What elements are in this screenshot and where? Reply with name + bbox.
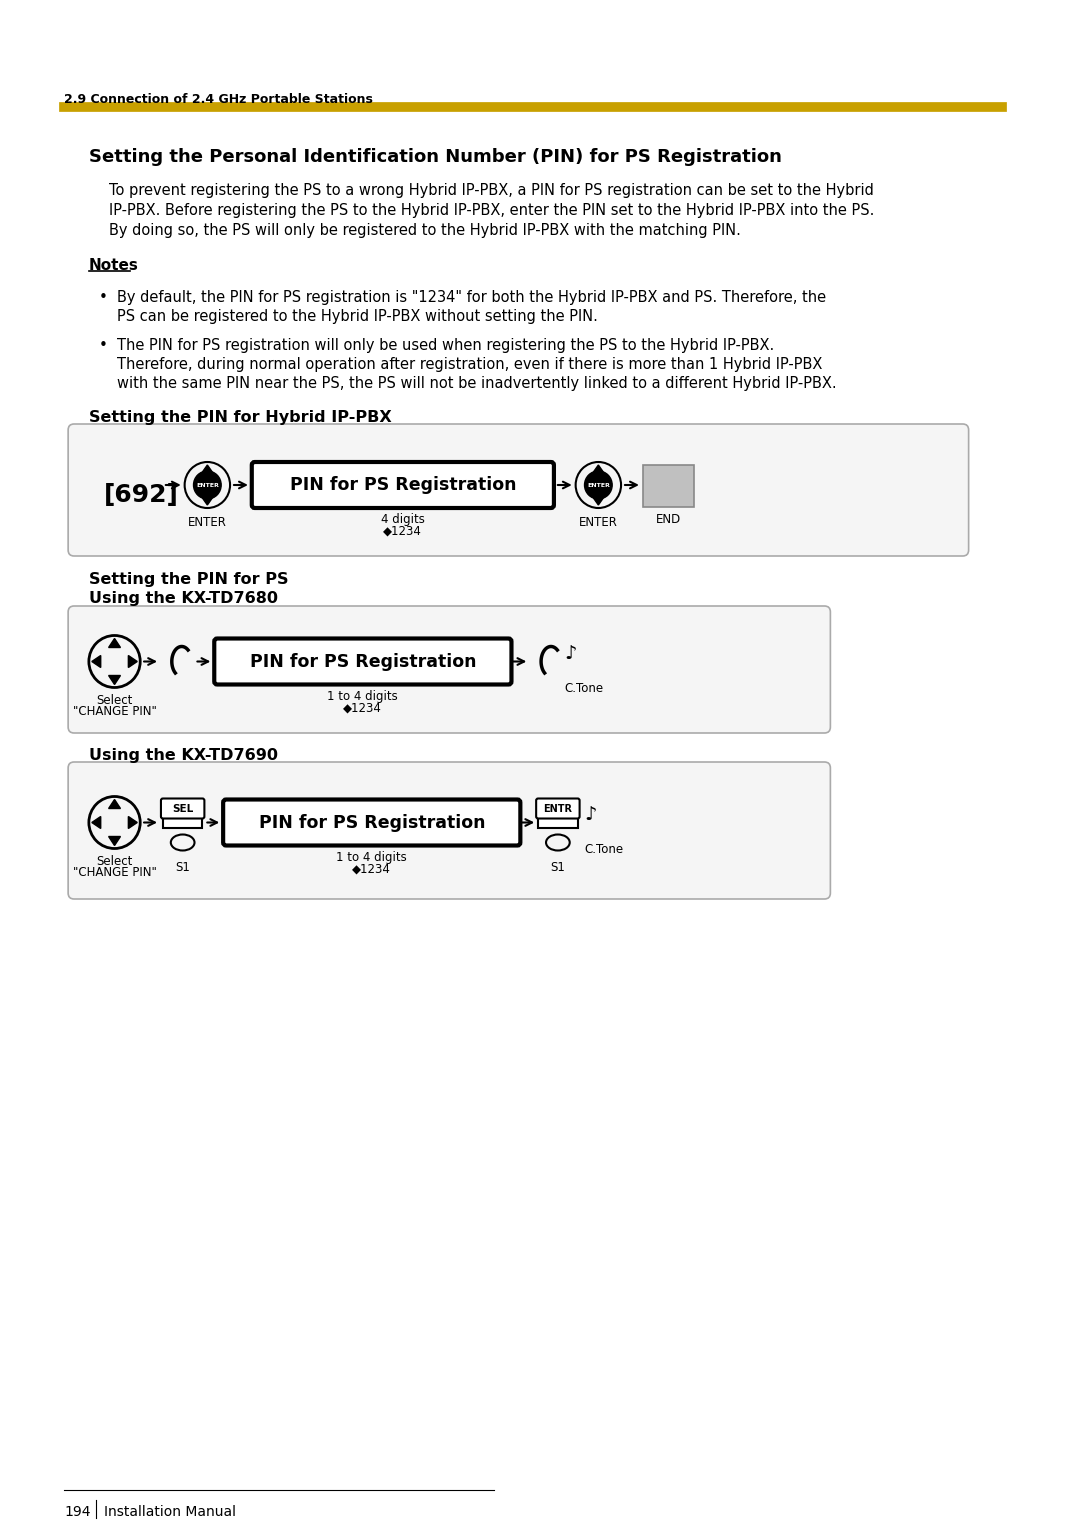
Polygon shape bbox=[129, 816, 137, 828]
Text: PIN for PS Registration: PIN for PS Registration bbox=[249, 652, 476, 671]
Text: Using the KX-TD7680: Using the KX-TD7680 bbox=[89, 591, 278, 607]
Polygon shape bbox=[202, 498, 213, 504]
Text: By default, the PIN for PS registration is "1234" for both the Hybrid IP-PBX and: By default, the PIN for PS registration … bbox=[117, 290, 825, 306]
Polygon shape bbox=[92, 656, 100, 668]
Text: PS can be registered to the Hybrid IP-PBX without setting the PIN.: PS can be registered to the Hybrid IP-PB… bbox=[117, 309, 597, 324]
Text: "CHANGE PIN": "CHANGE PIN" bbox=[72, 865, 157, 879]
Text: Installation Manual: Installation Manual bbox=[104, 1505, 235, 1519]
Polygon shape bbox=[109, 675, 121, 685]
FancyBboxPatch shape bbox=[252, 461, 554, 507]
Text: •: • bbox=[98, 290, 108, 306]
Text: ◆1234: ◆1234 bbox=[343, 701, 382, 715]
Text: Setting the Personal Identification Number (PIN) for PS Registration: Setting the Personal Identification Numb… bbox=[89, 148, 782, 167]
Text: S1: S1 bbox=[175, 860, 190, 874]
Text: ENTER: ENTER bbox=[188, 516, 227, 529]
Text: Select: Select bbox=[96, 854, 133, 868]
Text: Notes: Notes bbox=[89, 258, 138, 274]
FancyBboxPatch shape bbox=[68, 423, 969, 556]
Text: ENTR: ENTR bbox=[543, 804, 572, 813]
Circle shape bbox=[193, 471, 221, 500]
Text: ENTER: ENTER bbox=[579, 516, 618, 529]
Text: 4 digits: 4 digits bbox=[381, 513, 424, 526]
FancyBboxPatch shape bbox=[214, 639, 512, 685]
FancyBboxPatch shape bbox=[224, 799, 521, 845]
Text: Setting the PIN for Hybrid IP-PBX: Setting the PIN for Hybrid IP-PBX bbox=[89, 410, 392, 425]
Text: Using the KX-TD7690: Using the KX-TD7690 bbox=[89, 749, 278, 762]
Text: Select: Select bbox=[96, 694, 133, 706]
Text: 194: 194 bbox=[64, 1505, 91, 1519]
Text: To prevent registering the PS to a wrong Hybrid IP-PBX, a PIN for PS registratio: To prevent registering the PS to a wrong… bbox=[109, 183, 874, 199]
Text: ENTER: ENTER bbox=[195, 483, 219, 487]
Text: IP-PBX. Before registering the PS to the Hybrid IP-PBX, enter the PIN set to the: IP-PBX. Before registering the PS to the… bbox=[109, 203, 874, 219]
Text: SEL: SEL bbox=[172, 804, 193, 813]
FancyBboxPatch shape bbox=[643, 465, 694, 507]
Text: ENTER: ENTER bbox=[586, 483, 610, 487]
Text: PIN for PS Registration: PIN for PS Registration bbox=[258, 813, 485, 831]
Circle shape bbox=[584, 471, 612, 500]
Polygon shape bbox=[129, 656, 137, 668]
Polygon shape bbox=[109, 836, 121, 845]
Text: with the same PIN near the PS, the PS will not be inadvertently linked to a diff: with the same PIN near the PS, the PS wi… bbox=[117, 376, 836, 391]
Text: •: • bbox=[98, 338, 108, 353]
Polygon shape bbox=[593, 498, 604, 504]
Polygon shape bbox=[92, 816, 100, 828]
Text: END: END bbox=[656, 513, 681, 526]
Text: The PIN for PS registration will only be used when registering the PS to the Hyb: The PIN for PS registration will only be… bbox=[117, 338, 773, 353]
Polygon shape bbox=[109, 799, 121, 808]
Text: ◆1234: ◆1234 bbox=[352, 862, 391, 876]
FancyBboxPatch shape bbox=[68, 762, 831, 898]
Text: Setting the PIN for PS: Setting the PIN for PS bbox=[89, 571, 288, 587]
Text: C.Tone: C.Tone bbox=[584, 842, 623, 856]
Polygon shape bbox=[202, 465, 213, 472]
Text: 1 to 4 digits: 1 to 4 digits bbox=[327, 689, 399, 703]
Text: Therefore, during normal operation after registration, even if there is more tha: Therefore, during normal operation after… bbox=[117, 358, 822, 371]
FancyBboxPatch shape bbox=[161, 799, 204, 819]
Text: S1: S1 bbox=[551, 860, 565, 874]
Polygon shape bbox=[109, 639, 121, 648]
Text: 2.9 Connection of 2.4 GHz Portable Stations: 2.9 Connection of 2.4 GHz Portable Stati… bbox=[64, 93, 373, 105]
FancyBboxPatch shape bbox=[536, 799, 580, 819]
Text: 1 to 4 digits: 1 to 4 digits bbox=[336, 851, 407, 863]
Text: C.Tone: C.Tone bbox=[565, 681, 604, 695]
Bar bbox=[163, 817, 202, 828]
Text: [692]: [692] bbox=[104, 483, 178, 507]
Text: "CHANGE PIN": "CHANGE PIN" bbox=[72, 704, 157, 718]
Text: ♪: ♪ bbox=[565, 643, 578, 663]
Polygon shape bbox=[593, 465, 604, 472]
FancyBboxPatch shape bbox=[68, 607, 831, 733]
Text: ◆1234: ◆1234 bbox=[383, 526, 422, 538]
Bar bbox=[538, 817, 578, 828]
Text: PIN for PS Registration: PIN for PS Registration bbox=[289, 477, 516, 494]
Text: ♪: ♪ bbox=[584, 805, 597, 824]
Text: By doing so, the PS will only be registered to the Hybrid IP-PBX with the matchi: By doing so, the PS will only be registe… bbox=[109, 223, 741, 238]
